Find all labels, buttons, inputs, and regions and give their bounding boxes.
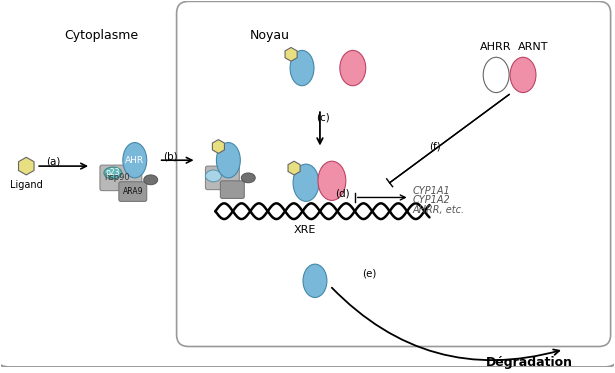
Text: XRE: XRE xyxy=(294,225,316,235)
Ellipse shape xyxy=(340,50,366,86)
Ellipse shape xyxy=(290,50,314,86)
Polygon shape xyxy=(212,140,224,153)
Ellipse shape xyxy=(144,175,157,185)
Polygon shape xyxy=(285,47,297,61)
FancyBboxPatch shape xyxy=(100,165,141,191)
Ellipse shape xyxy=(293,164,319,201)
Text: ARNT: ARNT xyxy=(518,43,548,52)
Ellipse shape xyxy=(104,167,122,179)
Ellipse shape xyxy=(483,57,509,93)
Text: ARA9: ARA9 xyxy=(122,187,143,196)
Text: AHRR, etc.: AHRR, etc. xyxy=(413,205,465,215)
Text: (a): (a) xyxy=(46,156,60,166)
Text: Dégradation: Dégradation xyxy=(485,356,573,369)
Ellipse shape xyxy=(123,142,147,178)
Polygon shape xyxy=(288,161,300,175)
Text: CYP1A1: CYP1A1 xyxy=(413,186,450,195)
FancyBboxPatch shape xyxy=(119,182,147,201)
Text: CYP1A2: CYP1A2 xyxy=(413,195,450,206)
Ellipse shape xyxy=(205,170,221,182)
FancyBboxPatch shape xyxy=(205,166,239,189)
Text: AHRR: AHRR xyxy=(480,43,512,52)
Text: (f): (f) xyxy=(429,141,442,151)
Ellipse shape xyxy=(216,142,240,178)
Text: hsp90: hsp90 xyxy=(104,173,130,182)
Ellipse shape xyxy=(303,264,327,298)
Polygon shape xyxy=(18,157,34,175)
Text: (e): (e) xyxy=(362,269,377,279)
Text: (c): (c) xyxy=(316,112,330,122)
Text: p23: p23 xyxy=(106,169,120,178)
FancyBboxPatch shape xyxy=(220,181,244,198)
Ellipse shape xyxy=(510,57,536,93)
Text: (d): (d) xyxy=(335,188,350,198)
Ellipse shape xyxy=(241,173,255,183)
Text: Noyau: Noyau xyxy=(250,29,290,42)
FancyBboxPatch shape xyxy=(177,1,611,347)
Text: AHR: AHR xyxy=(125,156,145,165)
Text: Ligand: Ligand xyxy=(10,180,42,190)
Text: Cytoplasme: Cytoplasme xyxy=(64,29,138,42)
Text: (b): (b) xyxy=(164,151,178,161)
Ellipse shape xyxy=(318,161,346,200)
